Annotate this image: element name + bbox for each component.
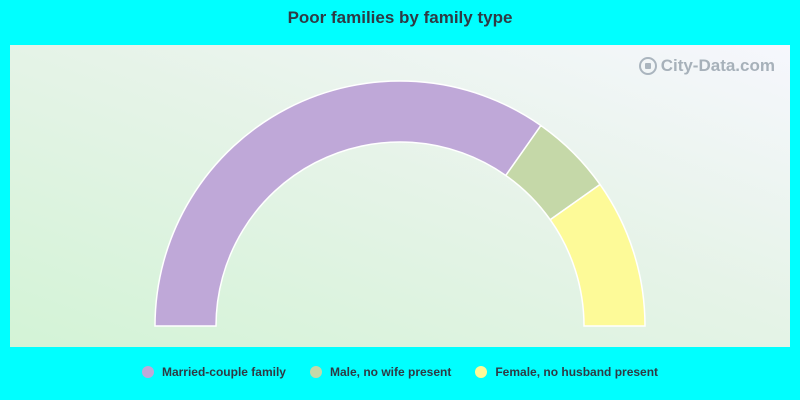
legend-item-female-no-husband: Female, no husband present	[475, 365, 658, 379]
slices	[154, 80, 646, 327]
legend-item-married-couple: Married-couple family	[141, 365, 286, 379]
city-data-logo-icon	[638, 57, 657, 75]
legend-label: Female, no husband present	[495, 365, 659, 379]
legend-label: Male, no wife present	[329, 365, 452, 379]
legend-swatch	[309, 366, 322, 378]
legend-swatch	[141, 366, 154, 378]
slice-female-no-husband-present	[549, 183, 646, 327]
slice-married-couple-family	[154, 80, 542, 327]
watermark-text: City-Data.com	[660, 56, 775, 75]
legend: Married-couple family Male, no wife pres…	[0, 365, 800, 379]
legend-swatch	[475, 366, 488, 378]
chart-title: Poor families by family type	[287, 8, 513, 27]
watermark: City-Data.com	[638, 56, 775, 76]
legend-item-male-no-wife: Male, no wife present	[309, 365, 452, 379]
legend-label: Married-couple family	[161, 365, 286, 379]
